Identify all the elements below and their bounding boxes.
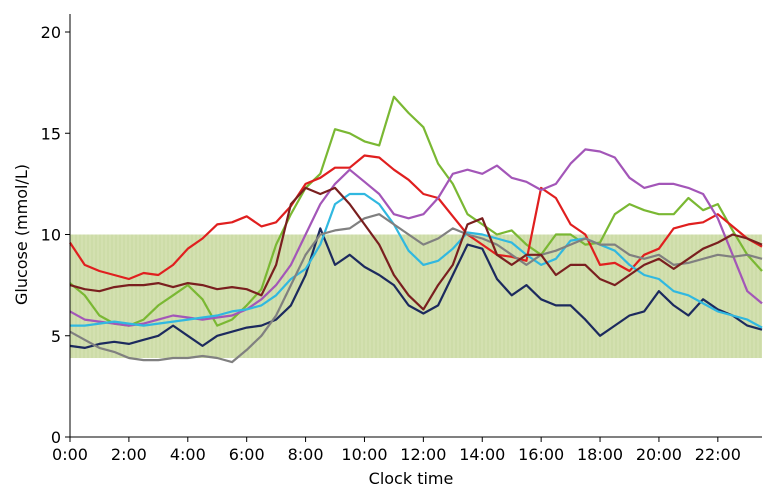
y-tick-label: 5 [51, 327, 61, 346]
y-tick-label: 20 [41, 23, 61, 42]
series-line-6 [69, 213, 763, 364]
series-line-7 [69, 186, 763, 311]
x-tick-label: 22:00 [695, 445, 741, 464]
y-tick-label: 10 [41, 226, 61, 245]
x-tick-label: 16:00 [518, 445, 564, 464]
x-tick-label: 20:00 [636, 445, 682, 464]
x-tick-label: 4:00 [170, 445, 206, 464]
x-tick-label: 8:00 [288, 445, 324, 464]
series-line-1 [69, 95, 763, 327]
x-axis-label: Clock time [369, 469, 454, 488]
y-tick-label: 15 [41, 124, 61, 143]
x-tick-label: 12:00 [400, 445, 446, 464]
series-line-5 [70, 192, 763, 329]
y-ticks: 0 5 10 15 20 [41, 23, 70, 447]
x-tick-label: 18:00 [577, 445, 623, 464]
x-tick-label: 14:00 [459, 445, 505, 464]
x-tick-label: 2:00 [111, 445, 147, 464]
x-ticks: 0:00 2:00 4:00 6:00 8:00 10:00 12:00 14:00 16:00… [52, 437, 741, 464]
y-axis-label: Glucose (mmol/L) [12, 164, 31, 305]
series-line-4 [69, 227, 763, 349]
series-line-2 [69, 154, 763, 281]
x-tick-label: 0:00 [52, 445, 88, 464]
series-layer [69, 95, 763, 364]
x-tick-label: 10:00 [341, 445, 387, 464]
series-line-3 [69, 148, 763, 327]
y-tick-label: 0 [51, 428, 61, 447]
x-tick-label: 6:00 [229, 445, 265, 464]
